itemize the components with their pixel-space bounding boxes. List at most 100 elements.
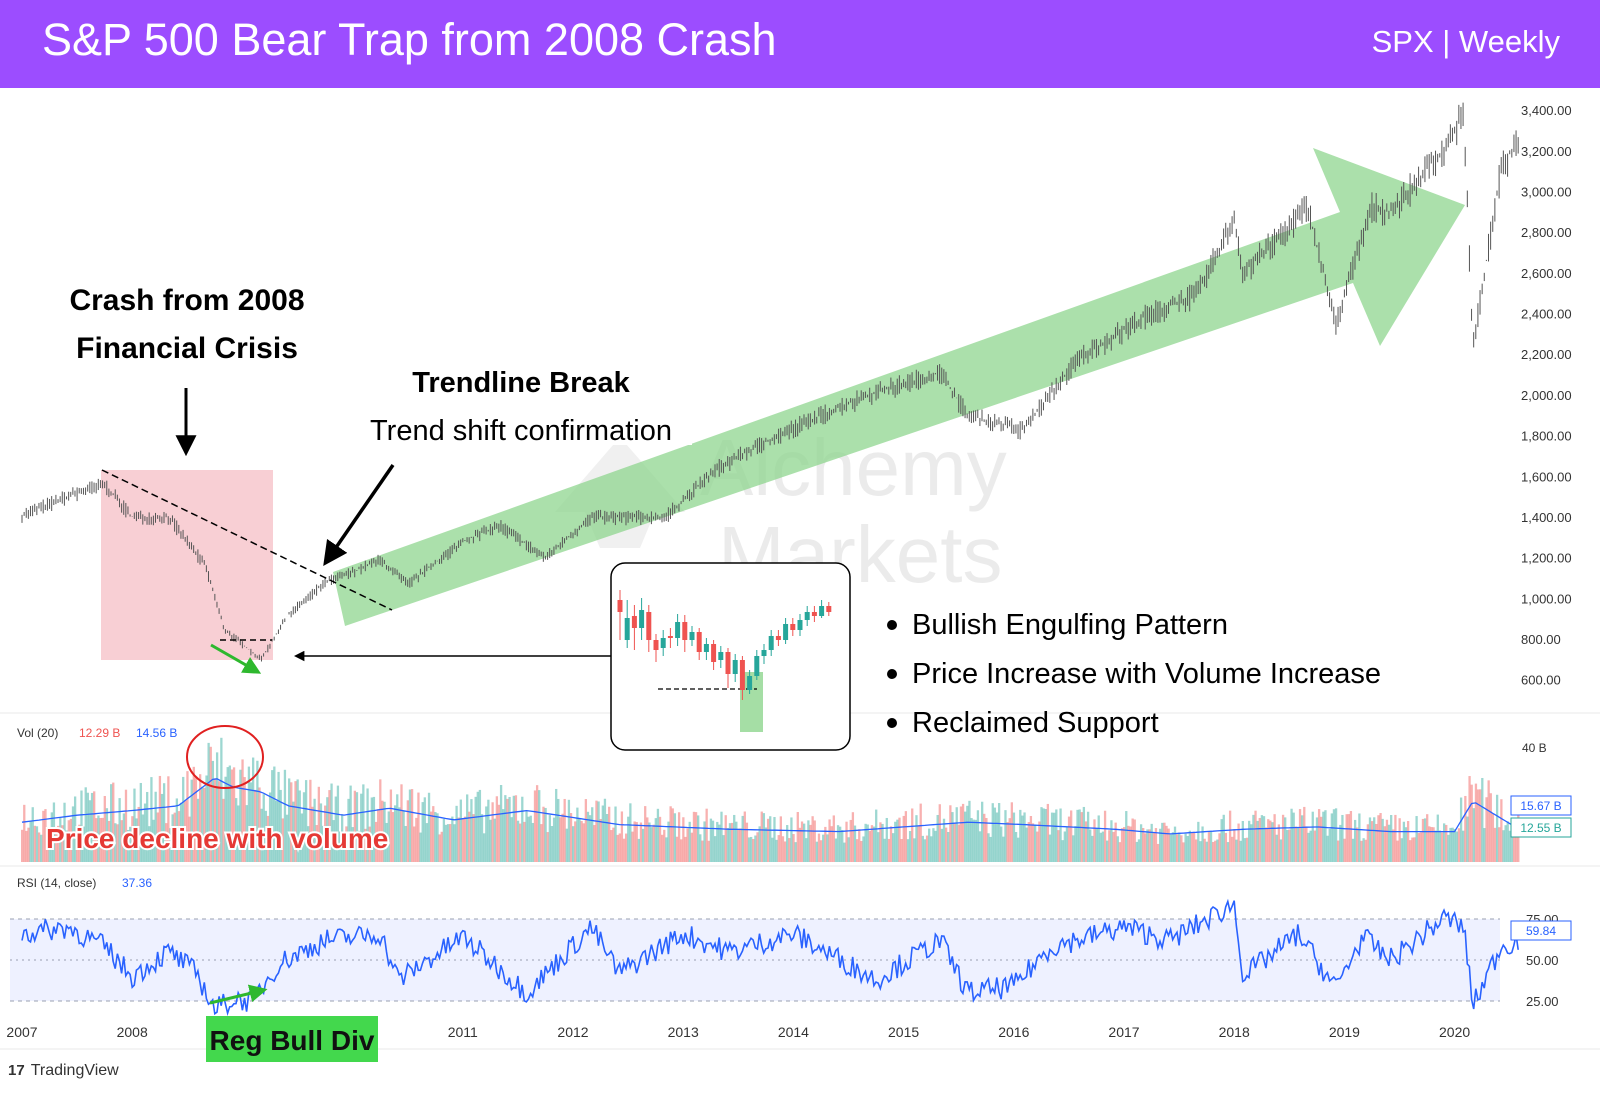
volume-bar [192, 766, 195, 862]
volume-bar [1364, 839, 1367, 862]
volume-bar [220, 737, 223, 862]
volume-bar [754, 835, 757, 862]
volume-bar [1084, 821, 1088, 862]
volume-bar [955, 807, 958, 862]
inset-candle-body [631, 616, 637, 628]
volume-bar [167, 776, 170, 862]
volume-bar [1373, 817, 1376, 862]
volume-bar [1294, 826, 1297, 862]
volume-bar [1286, 829, 1289, 862]
volume-bar [425, 823, 429, 862]
volume-bar [921, 835, 924, 862]
price-axis-tick: 1,200.00 [1521, 551, 1572, 566]
volume-bar [981, 801, 984, 862]
volume-bar [684, 836, 687, 862]
volume-bar [468, 811, 471, 862]
volume-bar [925, 835, 929, 862]
volume-bar [904, 811, 908, 862]
volume-bar [1510, 824, 1514, 862]
volume-bar [470, 799, 473, 862]
volume-bar [605, 814, 609, 862]
volume-bar [1222, 814, 1225, 862]
volume-bar [213, 778, 217, 862]
volume-bar [1072, 835, 1075, 862]
volume-bar [491, 802, 494, 862]
volume-bar [393, 805, 397, 862]
bullet-dot [887, 718, 897, 728]
volume-bar [1438, 830, 1442, 862]
volume-bar [1218, 833, 1221, 862]
volume-ma-tag [1510, 795, 1572, 816]
price-axis-tick: 3,200.00 [1521, 144, 1572, 159]
volume-bar [1392, 829, 1395, 862]
engulfing-highlight [740, 672, 763, 732]
inset-candle-body [775, 636, 781, 640]
volume-bar [247, 766, 251, 862]
volume-bar [476, 791, 479, 862]
volume-axis-label: 40 B [1522, 741, 1547, 755]
volume-bar [1171, 832, 1175, 862]
volume-bar [1154, 828, 1158, 862]
rsi-line [21, 898, 1519, 1017]
tradingview-logo: 17 TradingView [8, 1062, 119, 1080]
volume-bar [766, 818, 770, 862]
volume-bar [262, 794, 265, 862]
time-axis-tick: 2012 [557, 1024, 588, 1040]
volume-bar [362, 784, 365, 862]
volume-bar [1398, 818, 1401, 862]
volume-bar [1328, 828, 1331, 862]
inset-candle-body [696, 632, 702, 652]
volume-bar [1349, 810, 1353, 862]
volume-bar [95, 818, 98, 862]
volume-bar [487, 799, 490, 862]
volume-bar [76, 831, 79, 862]
volume-bar [637, 838, 640, 862]
inset-candles [617, 590, 832, 700]
volume-bar [188, 816, 191, 862]
volume-bar [413, 826, 416, 862]
volume-bar [1453, 828, 1456, 862]
volume-bar [1375, 823, 1378, 862]
volume-bar [707, 840, 710, 862]
volume-bar [527, 816, 530, 862]
volume-bar [271, 770, 274, 862]
volume-bar [516, 820, 520, 862]
volume-bar [567, 799, 571, 862]
volume-ma-line [21, 778, 1519, 835]
volume-bar [667, 821, 670, 862]
volume-bar [1040, 807, 1043, 862]
volume-bar [268, 792, 272, 862]
volume-bar [578, 818, 581, 862]
volume-bar [828, 819, 831, 862]
volume-bar [1089, 829, 1092, 862]
volume-bar [495, 796, 499, 862]
volume-bar [697, 815, 700, 862]
volume-bar [196, 798, 200, 862]
volume-bar [565, 828, 568, 862]
volume-bar [1108, 830, 1111, 862]
volume-bar [826, 834, 829, 862]
volume-bar [1377, 815, 1380, 862]
volume-bar [1417, 833, 1420, 862]
volume-bar [1264, 827, 1268, 862]
zoom-inset [610, 562, 851, 751]
volume-bar [531, 822, 535, 862]
volume-bar [1330, 813, 1333, 862]
volume-bar [1479, 789, 1482, 862]
price-axis-tick: 3,400.00 [1521, 103, 1572, 118]
volume-bar [1103, 810, 1107, 862]
volume-bar [830, 826, 833, 862]
volume-bar [1434, 830, 1437, 862]
volume-bar [377, 809, 380, 862]
volume-bar [661, 834, 664, 862]
volume-bar [160, 793, 164, 862]
volume-bar [906, 839, 910, 862]
volume-bar [499, 784, 503, 862]
volume-bar [940, 828, 944, 862]
volume-bar [131, 816, 134, 862]
volume-bar [281, 818, 284, 862]
volume-bar [934, 830, 937, 862]
volume-bar [985, 817, 988, 862]
volume-bar [497, 804, 501, 862]
volume-bar [1137, 839, 1141, 862]
